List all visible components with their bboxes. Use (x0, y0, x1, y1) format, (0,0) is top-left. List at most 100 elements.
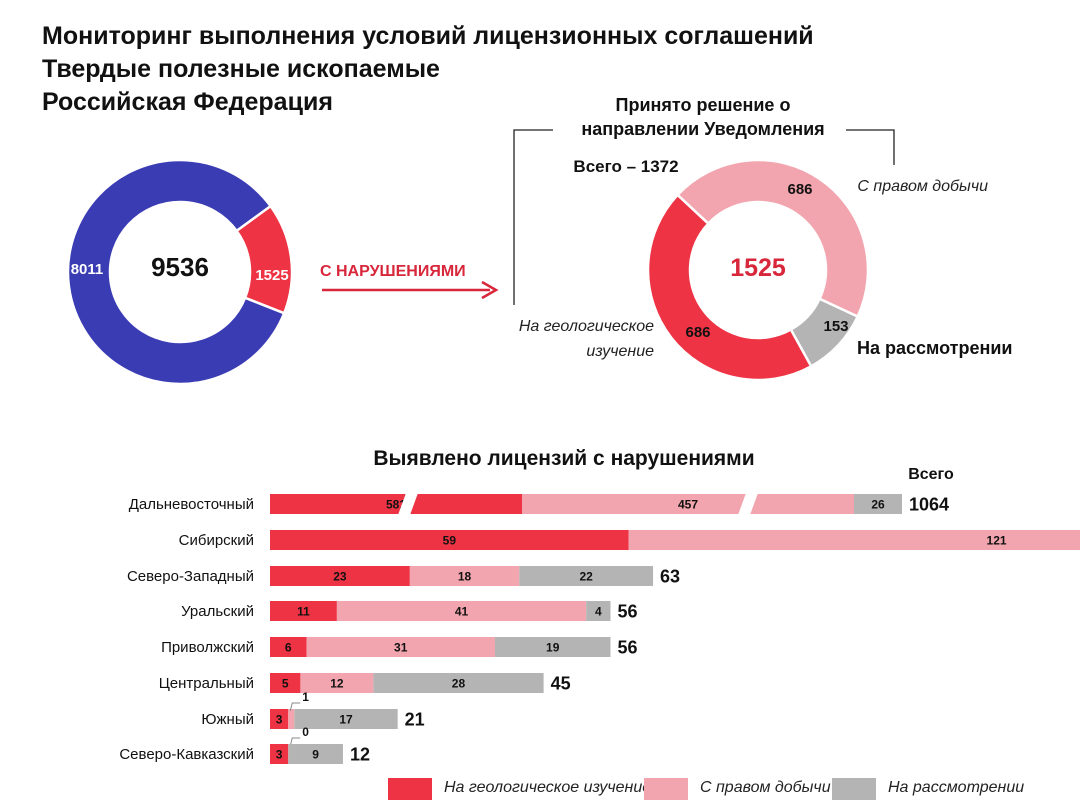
bar-value-label: 0 (302, 725, 309, 739)
bar-value-label: 3 (276, 713, 283, 727)
bar-category-label: Уральский (181, 603, 254, 620)
bar-segment-geo (270, 673, 301, 693)
bar-segment-mining (409, 566, 520, 586)
bar-segment-review (288, 744, 343, 764)
axis-break-mark (737, 492, 759, 516)
bar-value-label: 17 (339, 713, 353, 727)
right-donut-value-mining: 686 (787, 181, 812, 198)
axis-break-mark (397, 492, 419, 516)
left-donut-label-ok: 8011 (71, 261, 104, 278)
bar-value-label: 121 (987, 534, 1007, 548)
legend-label-review: На рассмотрении (888, 779, 1025, 796)
bar-category-label: Сибирский (179, 532, 254, 549)
bar-segment-mining (306, 637, 495, 657)
bar-category-label: Северо-Кавказский (119, 746, 254, 763)
bar-segment-review (854, 494, 902, 514)
bar-value-label: 59 (443, 534, 457, 548)
bar-segment-review (519, 566, 654, 586)
bar-total-label: 63 (660, 567, 680, 587)
bar-category-label: Северо-Западный (127, 568, 254, 585)
bar-segment-geo (270, 530, 629, 550)
bar-segment-mining (628, 530, 1080, 550)
bar-value-label: 3 (276, 748, 283, 762)
bar-value-label: 28 (452, 677, 466, 691)
left-donut (66, 158, 294, 386)
arrow-head-icon (481, 280, 499, 300)
bar-category-label: Центральный (159, 675, 254, 692)
bar-value-label: 1 (302, 690, 309, 704)
bar-value-label: 5 (282, 677, 289, 691)
bar-leader-line (289, 702, 301, 712)
bar-total-label: 56 (617, 638, 637, 658)
bar-chart-total-header: Всего (908, 466, 954, 483)
legend: На геологическое изучение С правом добыч… (0, 776, 1080, 806)
bar-value-label: 11 (297, 605, 310, 619)
bar-value-label: 9 (312, 748, 319, 762)
bar-segment-mining (288, 709, 295, 729)
bar-value-label: 18 (458, 570, 472, 584)
bar-value-label: 26 (871, 498, 885, 512)
bar-chart-title: Выявлено лицензий с нарушениями (373, 447, 754, 470)
legend-label-geo: На геологическое изучение (444, 779, 652, 796)
decision-caption-line-1: Принято решение о (616, 95, 791, 115)
bar-category-label: Южный (201, 711, 254, 728)
bar-value-label: 41 (455, 605, 469, 619)
bar-value-label: 31 (394, 641, 408, 655)
bracket-right (846, 129, 895, 165)
bar-total-label: 45 (551, 674, 571, 694)
title-line-3: Российская Федерация (42, 88, 333, 116)
title-line-1: Мониторинг выполнения условий лицензионн… (42, 22, 814, 50)
caption-geo-line-1: На геологическое (519, 318, 654, 335)
bar-segment-geo (270, 709, 289, 729)
donut-charts: 9536 8011 1525 С НАРУШЕНИЯМИ 1525 686 68… (66, 95, 1013, 386)
stacked-bar-chart: Выявлено лицензий с нарушениями Всего Да… (119, 447, 1080, 765)
bar-leader-line (289, 737, 301, 747)
bar-segment-geo (270, 494, 522, 514)
bar-segment-mining (300, 673, 374, 693)
bar-segment-geo (270, 744, 289, 764)
bar-segment-review (494, 637, 611, 657)
bar-total-label: 21 (405, 710, 425, 730)
bar-segment-mining (336, 601, 587, 621)
bar-total-label: 12 (350, 745, 370, 765)
right-donut-center-value: 1525 (730, 254, 786, 282)
bar-segment-geo (270, 601, 337, 621)
legend-swatch-review (832, 778, 876, 800)
right-donut-value-review: 153 (823, 318, 848, 335)
decision-caption-line-2: направлении Уведомления (581, 119, 824, 139)
bar-value-label: 19 (546, 641, 560, 655)
bar-value-label: 22 (579, 570, 593, 584)
bar-segment-geo (270, 566, 410, 586)
donut-segment-violations (234, 204, 294, 315)
legend-swatch-mining (644, 778, 688, 800)
donut-segment-geo (646, 193, 813, 382)
bar-category-label: Приволжский (161, 639, 254, 656)
caption-mining: С правом добычи (857, 178, 988, 195)
bar-category-label: Дальневосточный (129, 496, 254, 513)
bar-total-label: 1064 (909, 495, 949, 515)
bar-value-label: 12 (330, 677, 344, 691)
left-donut-center-value: 9536 (151, 252, 209, 282)
bar-value-label: 6 (285, 641, 292, 655)
bar-segment-mining (522, 494, 854, 514)
donut-segment-mining (675, 158, 870, 319)
bar-value-label: 4 (595, 605, 602, 619)
bar-total-label: 56 (617, 602, 637, 622)
bar-segment-review (586, 601, 611, 621)
caption-geo-line-2: изучение (586, 343, 654, 360)
bar-segment-review (373, 673, 544, 693)
bar-segment-review (294, 709, 398, 729)
left-donut-label-violations: 1525 (255, 267, 288, 284)
arrow-label: С НАРУШЕНИЯМИ (320, 263, 466, 280)
bar-value-label: 23 (333, 570, 347, 584)
total-1372-label: Всего – 1372 (573, 157, 678, 176)
bracket-left (513, 129, 553, 305)
legend-swatch-geo (388, 778, 432, 800)
caption-review: На рассмотрении (857, 338, 1013, 358)
legend-label-mining: С правом добычи (700, 779, 831, 796)
bar-segment-geo (270, 637, 307, 657)
right-donut (646, 158, 870, 382)
title-line-2: Твердые полезные ископаемые (42, 55, 440, 83)
right-donut-value-geo: 686 (685, 324, 710, 341)
